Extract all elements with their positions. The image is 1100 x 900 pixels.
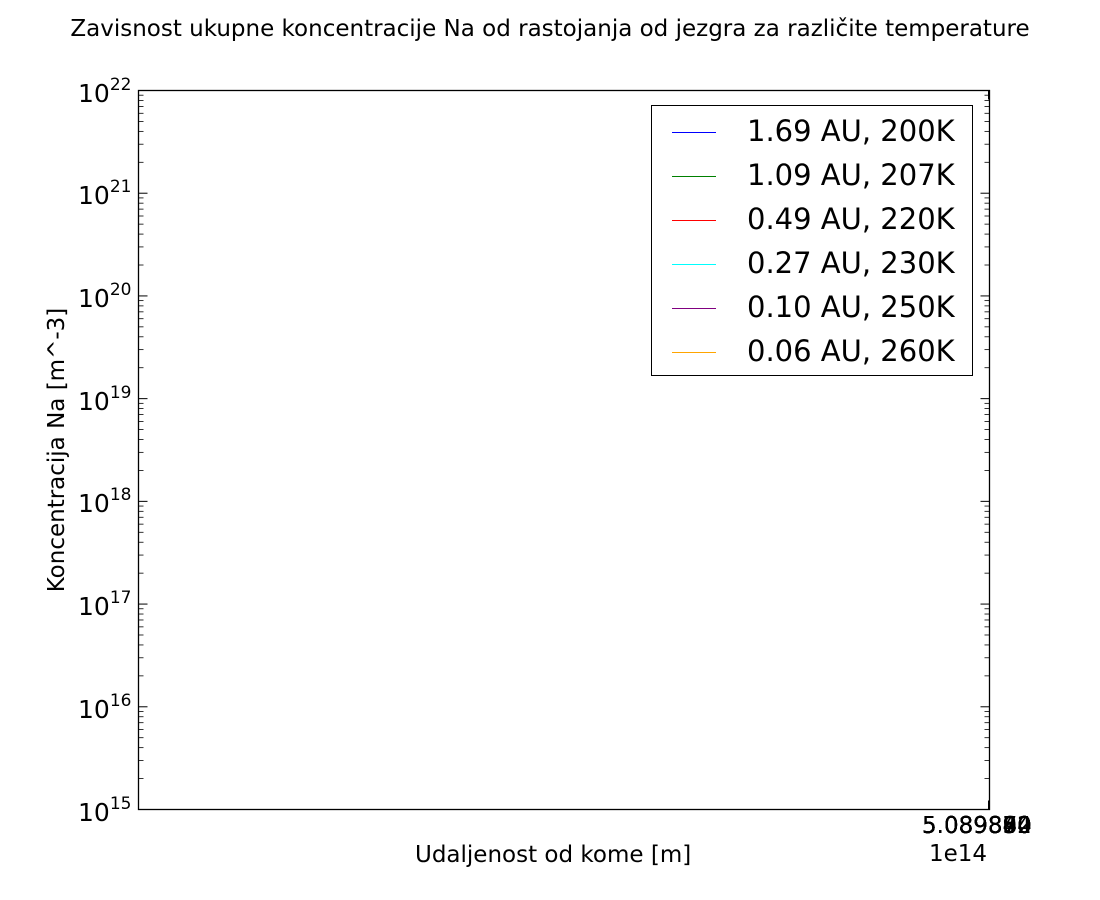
y-tick-label: 1020 xyxy=(78,280,131,313)
legend-entry: 0.27 AU, 230K xyxy=(652,241,972,285)
legend-swatch-line xyxy=(672,176,716,177)
x-tick-label: 5.089880 xyxy=(922,813,1032,839)
x-tick-label: 5.089892 xyxy=(922,813,1032,839)
y-tick-exponent: 20 xyxy=(109,279,132,300)
plot-frame xyxy=(137,89,991,811)
y-tick-exponent: 17 xyxy=(109,588,132,609)
legend-label: 0.49 AU, 220K xyxy=(747,202,955,236)
legend-entry: 1.09 AU, 207K xyxy=(652,153,972,197)
y-axis-label: Koncentracija Na [m^-3] xyxy=(44,307,70,593)
x-axis-label: Udaljenost od kome [m] xyxy=(415,842,692,868)
y-axis-ticks xyxy=(138,90,990,810)
y-tick-label: 1018 xyxy=(78,485,131,519)
y-tick-exponent: 16 xyxy=(109,690,132,711)
legend: 1.69 AU, 200K 1.09 AU, 207K 0.49 AU, 220K 0… xyxy=(651,105,973,376)
legend-swatch-line xyxy=(672,220,716,221)
y-tick-label: 1021 xyxy=(78,177,131,211)
y-tick-base: 10 xyxy=(78,694,110,724)
y-tick-label: 1017 xyxy=(78,588,131,622)
y-tick-base: 10 xyxy=(78,78,110,108)
y-tick-exponent: 21 xyxy=(109,177,132,198)
legend-label: 0.27 AU, 230K xyxy=(747,246,955,280)
y-tick-label: 1015 xyxy=(78,794,131,827)
x-tick-label: 5.089860 xyxy=(922,813,1032,839)
legend-entry: 0.06 AU, 260K xyxy=(652,329,972,373)
y-tick-base: 10 xyxy=(78,181,110,211)
legend-entry: 0.10 AU, 250K xyxy=(652,285,972,329)
legend-swatch-line xyxy=(672,308,716,309)
chart-title: Zavisnost ukupne koncentracije Na od ras… xyxy=(70,16,1030,42)
y-tick-exponent: 22 xyxy=(109,74,132,95)
y-tick-exponent: 19 xyxy=(109,382,132,403)
legend-label: 0.06 AU, 260K xyxy=(747,334,955,368)
x-offset-label: 1e14 xyxy=(929,841,988,867)
y-tick-base: 10 xyxy=(78,797,110,827)
x-tick-label: 5.089840 xyxy=(922,813,1032,839)
y-tick-base: 10 xyxy=(78,283,110,313)
legend-swatch-line xyxy=(672,132,716,133)
y-tick-label: 1019 xyxy=(78,383,131,416)
legend-label: 0.10 AU, 250K xyxy=(747,290,955,324)
y-tick-base: 10 xyxy=(78,592,110,622)
legend-entry: 0.49 AU, 220K xyxy=(652,197,972,241)
x-tick-label: 5.089870 xyxy=(922,813,1032,839)
legend-swatch-line xyxy=(672,352,716,353)
legend-entry: 1.69 AU, 200K xyxy=(652,109,972,153)
y-tick-base: 10 xyxy=(78,489,110,519)
y-tick-base: 10 xyxy=(78,386,110,416)
legend-label: 1.69 AU, 200K xyxy=(747,114,955,148)
legend-swatch-line xyxy=(672,264,716,265)
y-tick-label: 1016 xyxy=(78,691,131,724)
x-tick-label: 5.089850 xyxy=(922,813,1032,839)
y-tick-exponent: 15 xyxy=(109,793,132,814)
y-tick-label: 1022 xyxy=(78,75,131,108)
x-tick-label: 5.089874 xyxy=(922,813,1032,839)
legend-label: 1.09 AU, 207K xyxy=(747,158,955,192)
y-tick-exponent: 18 xyxy=(109,485,132,506)
